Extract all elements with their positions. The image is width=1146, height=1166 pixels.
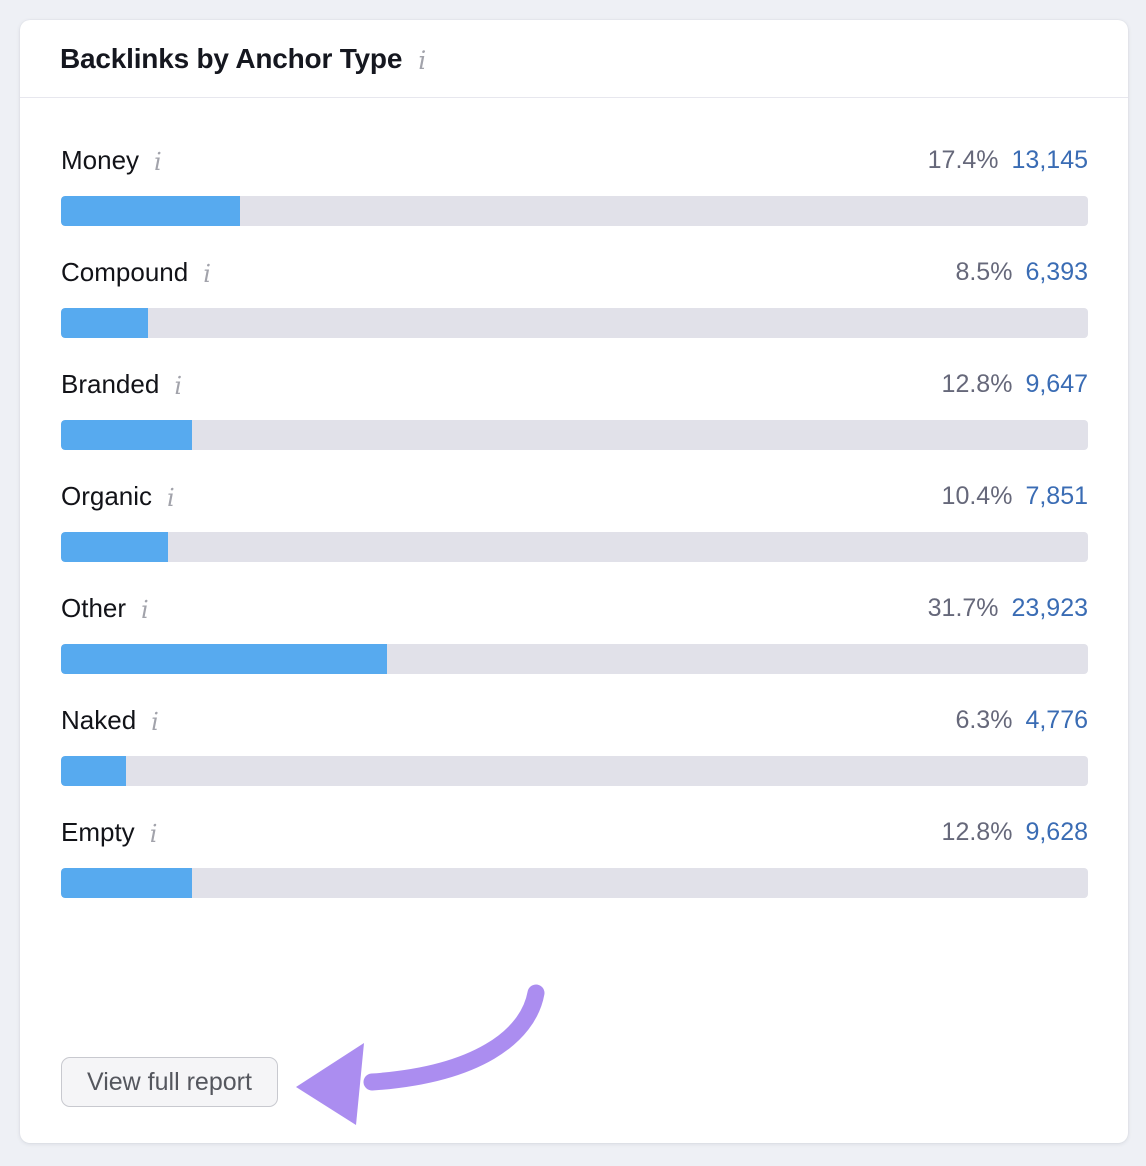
card-footer: View full report xyxy=(61,928,1088,1107)
anchor-count-link[interactable]: 9,628 xyxy=(1025,817,1088,846)
anchor-percent: 12.8% xyxy=(941,369,1013,398)
info-icon[interactable]: i xyxy=(167,483,175,512)
anchor-bar-track xyxy=(61,532,1088,562)
anchor-bar-track xyxy=(61,308,1088,338)
info-icon[interactable]: i xyxy=(174,371,182,400)
anchor-bar-fill xyxy=(61,196,240,226)
info-icon[interactable]: i xyxy=(151,707,159,736)
anchor-bar-fill xyxy=(61,308,149,338)
anchor-row-naked: Naked i 6.3% 4,776 xyxy=(61,704,1088,786)
anchor-percent: 8.5% xyxy=(955,257,1013,286)
anchor-type-label: Branded xyxy=(61,368,160,399)
anchor-type-label: Organic xyxy=(61,480,153,511)
anchor-bar-track xyxy=(61,420,1088,450)
anchor-count-link[interactable]: 13,145 xyxy=(1011,145,1088,174)
anchor-type-label: Naked xyxy=(61,704,137,735)
info-icon[interactable]: i xyxy=(203,259,211,288)
anchor-count-link[interactable]: 7,851 xyxy=(1025,481,1088,510)
anchor-count-link[interactable]: 9,647 xyxy=(1025,369,1088,398)
anchor-type-label: Empty xyxy=(61,816,135,847)
anchor-row-empty: Empty i 12.8% 9,628 xyxy=(61,816,1088,898)
anchor-row-organic: Organic i 10.4% 7,851 xyxy=(61,480,1088,562)
card-header: Backlinks by Anchor Type i xyxy=(20,20,1128,98)
anchor-bar-fill xyxy=(61,532,168,562)
info-icon[interactable]: i xyxy=(154,147,162,176)
anchor-percent: 17.4% xyxy=(927,145,999,174)
anchor-percent: 10.4% xyxy=(941,481,1013,510)
info-icon[interactable]: i xyxy=(149,819,158,848)
backlinks-by-anchor-type-card: Backlinks by Anchor Type i Money i 17.4%… xyxy=(20,20,1128,1143)
anchor-type-label: Money xyxy=(61,144,140,175)
anchor-bar-track xyxy=(61,756,1088,786)
anchor-bar-fill xyxy=(61,756,126,786)
info-icon[interactable]: i xyxy=(141,595,149,624)
anchor-bar-fill xyxy=(61,420,193,450)
anchor-row-money: Money i 17.4% 13,145 xyxy=(61,144,1088,226)
anchor-bar-fill xyxy=(61,644,387,674)
anchor-row-branded: Branded i 12.8% 9,647 xyxy=(61,368,1088,450)
anchor-count-link[interactable]: 4,776 xyxy=(1025,705,1088,734)
view-full-report-button[interactable]: View full report xyxy=(61,1057,278,1107)
card-body: Money i 17.4% 13,145 Compound i xyxy=(20,98,1128,1107)
card-title: Backlinks by Anchor Type xyxy=(60,42,403,74)
anchor-bar-track xyxy=(61,868,1088,898)
anchor-type-label: Other xyxy=(61,592,127,623)
anchor-row-compound: Compound i 8.5% 6,393 xyxy=(61,256,1088,338)
anchor-percent: 6.3% xyxy=(955,705,1013,734)
anchor-bar-track xyxy=(61,196,1088,226)
anchor-count-link[interactable]: 23,923 xyxy=(1011,593,1088,622)
anchor-percent: 31.7% xyxy=(927,593,999,622)
anchor-percent: 12.8% xyxy=(941,817,1013,846)
info-icon[interactable]: i xyxy=(418,46,427,75)
anchor-row-other: Other i 31.7% 23,923 xyxy=(61,592,1088,674)
anchor-count-link[interactable]: 6,393 xyxy=(1025,257,1088,286)
anchor-bar-track xyxy=(61,644,1088,674)
anchor-type-label: Compound xyxy=(61,256,189,287)
anchor-bar-fill xyxy=(61,868,193,898)
